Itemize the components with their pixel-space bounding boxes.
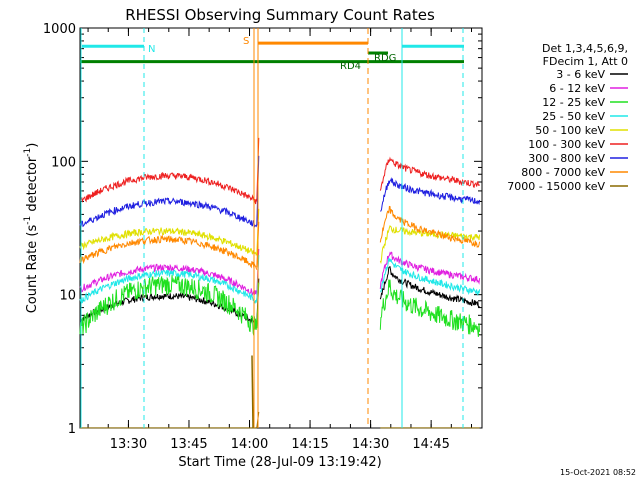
series-7 [79, 205, 481, 270]
x-tick-label: 13:45 [170, 437, 207, 452]
series-8 [80, 411, 480, 429]
series-line-pre [79, 269, 258, 305]
y-tick-label: 1 [68, 422, 76, 437]
series-line-pre [79, 197, 258, 228]
y-label-main: Count Rate (s [25, 225, 40, 314]
flag-label-s: S [243, 36, 249, 47]
series-line-post [379, 205, 481, 248]
flag-label-rdg: RDG [374, 53, 396, 64]
timestamp: 15-Oct-2021 08:52 [560, 468, 636, 477]
x-axis: 13:30 13:45 14:00 14:15 14:30 14:45 [87, 28, 473, 452]
series-6 [79, 155, 481, 228]
series-line-pre [79, 263, 258, 297]
series-line-pre [79, 227, 258, 256]
legend-label: 12 - 25 keV [542, 96, 605, 109]
legend-label: 50 - 100 keV [535, 124, 605, 137]
series-line-post [379, 224, 481, 265]
legend: Det 1,3,4,5,6,9, FDecim 1, Att 0 3 - 6 k… [507, 42, 628, 193]
legend-header-line1: Det 1,3,4,5,6,9, [542, 42, 628, 55]
x-tick-label: 14:00 [231, 437, 268, 452]
x-axis-label: Start Time (28-Jul-09 13:19:42) [178, 455, 381, 470]
legend-label: 7000 - 15000 keV [507, 180, 605, 193]
legend-label: 100 - 300 keV [528, 138, 605, 151]
y-tick-label: 1000 [43, 22, 76, 37]
series-5 [80, 137, 481, 205]
flag-label-rd4: RD4 [340, 61, 361, 72]
series-line-pre [79, 234, 258, 270]
y-label-sup1: -1 [23, 216, 33, 225]
y-label-mid: detector [25, 156, 40, 216]
y-label-sup2: -1 [23, 148, 33, 157]
flag-lines [80, 28, 464, 429]
y-tick-label: 100 [51, 155, 76, 170]
x-tick-label: 14:15 [291, 437, 328, 452]
legend-label: 25 - 50 keV [542, 110, 605, 123]
y-axis-label: Count Rate (s-1 detector-1) [23, 143, 40, 314]
y-label-end: ) [25, 143, 40, 148]
series-line-post [380, 177, 481, 212]
x-tick-label: 14:45 [412, 437, 449, 452]
legend-label: 300 - 800 keV [528, 152, 605, 165]
series-line-pre [79, 275, 258, 336]
y-tick-label: 10 [59, 289, 76, 304]
flag-label-n: N [148, 44, 155, 55]
legend-label: 3 - 6 keV [556, 68, 605, 81]
y-axis: 1 10 100 1000 [43, 22, 482, 437]
legend-label: 800 - 7000 keV [521, 166, 605, 179]
plot-frame [79, 27, 483, 429]
series-line-post [379, 251, 481, 290]
series-line-post [379, 279, 481, 337]
x-tick-label: 14:30 [352, 437, 389, 452]
series-line-post [379, 257, 481, 297]
chart-title: RHESSI Observing Summary Count Rates [125, 6, 435, 24]
legend-header-line2: FDecim 1, Att 0 [543, 55, 628, 68]
x-tick-label: 13:30 [110, 437, 147, 452]
series-line-pre [80, 171, 258, 205]
attenuator-trace [251, 355, 254, 429]
legend-label: 6 - 12 keV [549, 82, 605, 95]
series-2 [79, 275, 481, 337]
series-4 [79, 208, 481, 265]
series-lines [79, 137, 481, 429]
